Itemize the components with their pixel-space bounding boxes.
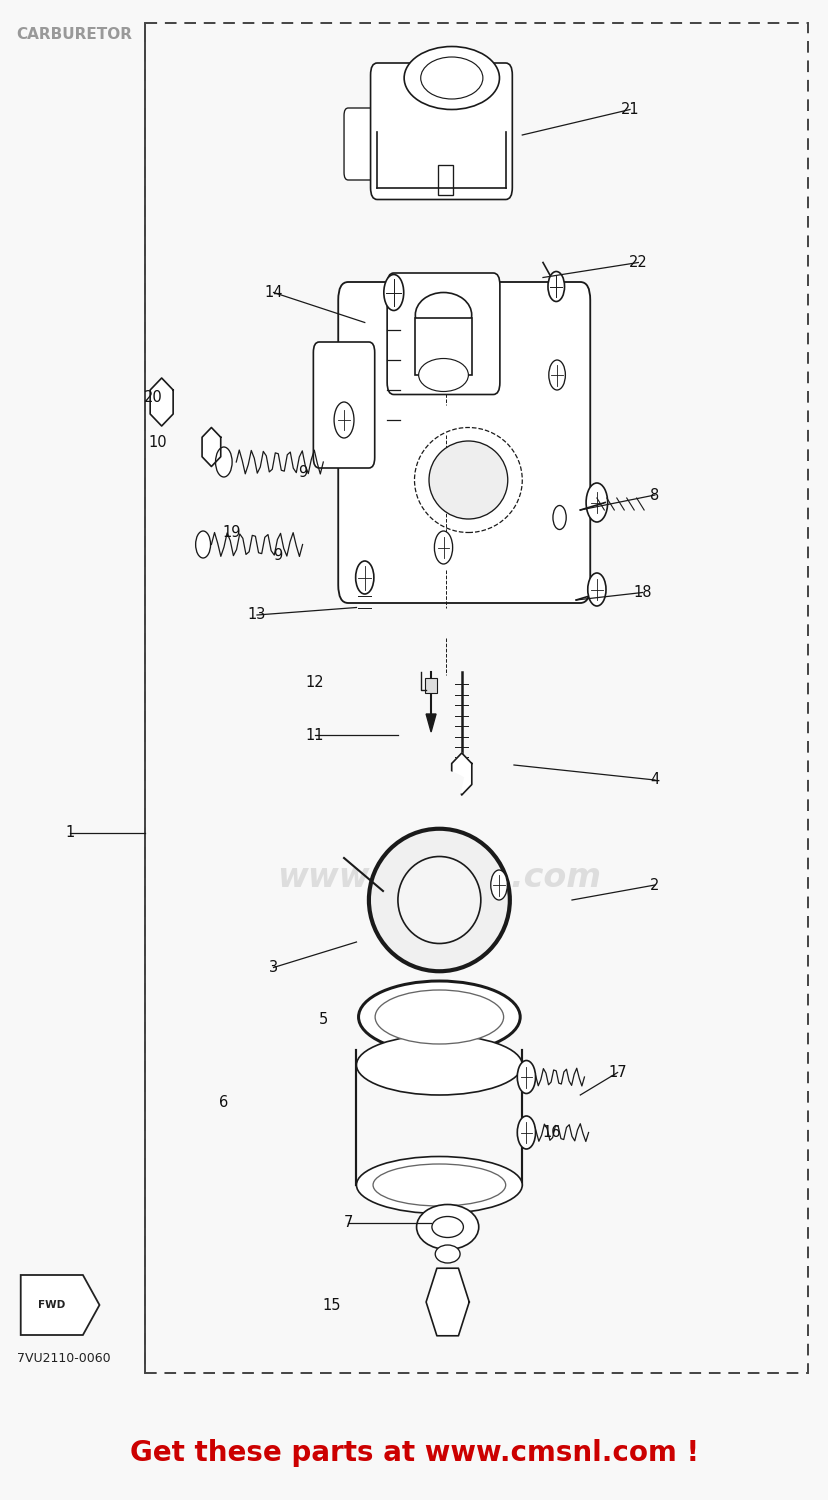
FancyBboxPatch shape [387, 273, 499, 394]
FancyBboxPatch shape [338, 282, 590, 603]
Text: 9: 9 [297, 465, 307, 480]
Text: 17: 17 [608, 1065, 626, 1080]
Text: 1: 1 [65, 825, 75, 840]
Text: 18: 18 [633, 585, 651, 600]
FancyBboxPatch shape [313, 342, 374, 468]
Ellipse shape [416, 1204, 479, 1249]
Text: 13: 13 [248, 608, 266, 622]
Circle shape [195, 531, 210, 558]
Circle shape [517, 1116, 535, 1149]
Text: 14: 14 [264, 285, 282, 300]
Text: 20: 20 [144, 390, 162, 405]
Circle shape [547, 272, 564, 302]
Text: 11: 11 [306, 728, 324, 742]
Ellipse shape [358, 981, 520, 1053]
Ellipse shape [356, 1035, 522, 1095]
Circle shape [552, 506, 566, 530]
Polygon shape [21, 1275, 99, 1335]
Text: FWD: FWD [38, 1300, 65, 1310]
Text: 21: 21 [620, 102, 638, 117]
FancyBboxPatch shape [370, 63, 512, 200]
Circle shape [434, 531, 452, 564]
FancyBboxPatch shape [415, 318, 471, 375]
Bar [437, 165, 452, 195]
Text: 3: 3 [268, 960, 278, 975]
Circle shape [355, 561, 373, 594]
Ellipse shape [368, 828, 509, 972]
Ellipse shape [431, 1216, 463, 1237]
FancyBboxPatch shape [344, 108, 383, 180]
Ellipse shape [418, 358, 468, 392]
Text: www.CMSNL.com: www.CMSNL.com [277, 861, 600, 894]
Text: 19: 19 [223, 525, 241, 540]
Ellipse shape [429, 441, 507, 519]
Text: 6: 6 [219, 1095, 229, 1110]
Polygon shape [426, 1268, 469, 1336]
Text: 7VU2110-0060: 7VU2110-0060 [17, 1352, 110, 1365]
Bar [425, 678, 436, 693]
Polygon shape [202, 427, 220, 466]
Text: 9: 9 [272, 548, 282, 562]
Text: 16: 16 [542, 1125, 560, 1140]
Text: 7: 7 [343, 1215, 353, 1230]
Ellipse shape [397, 856, 480, 944]
Wedge shape [414, 770, 464, 826]
Circle shape [215, 447, 232, 477]
Circle shape [587, 573, 605, 606]
Circle shape [548, 360, 565, 390]
Ellipse shape [403, 46, 498, 110]
Polygon shape [426, 714, 436, 732]
Polygon shape [150, 378, 173, 426]
Ellipse shape [435, 1245, 460, 1263]
Polygon shape [451, 753, 471, 795]
Text: 2: 2 [649, 878, 659, 892]
Circle shape [517, 1060, 535, 1094]
Ellipse shape [415, 292, 471, 338]
Ellipse shape [373, 1164, 505, 1206]
Text: 8: 8 [649, 488, 659, 502]
Ellipse shape [421, 57, 482, 99]
Ellipse shape [374, 990, 503, 1044]
Circle shape [383, 274, 403, 310]
Bar [145, 22, 807, 1372]
Text: 12: 12 [306, 675, 324, 690]
Text: 4: 4 [649, 772, 659, 788]
Ellipse shape [356, 1156, 522, 1214]
Text: CARBURETOR: CARBURETOR [17, 27, 132, 42]
Text: 5: 5 [318, 1013, 328, 1028]
Circle shape [585, 483, 607, 522]
Text: Get these parts at www.cmsnl.com !: Get these parts at www.cmsnl.com ! [130, 1438, 698, 1467]
Circle shape [334, 402, 354, 438]
Text: 15: 15 [322, 1298, 340, 1312]
Circle shape [490, 870, 507, 900]
Text: 10: 10 [148, 435, 166, 450]
Text: 22: 22 [628, 255, 647, 270]
